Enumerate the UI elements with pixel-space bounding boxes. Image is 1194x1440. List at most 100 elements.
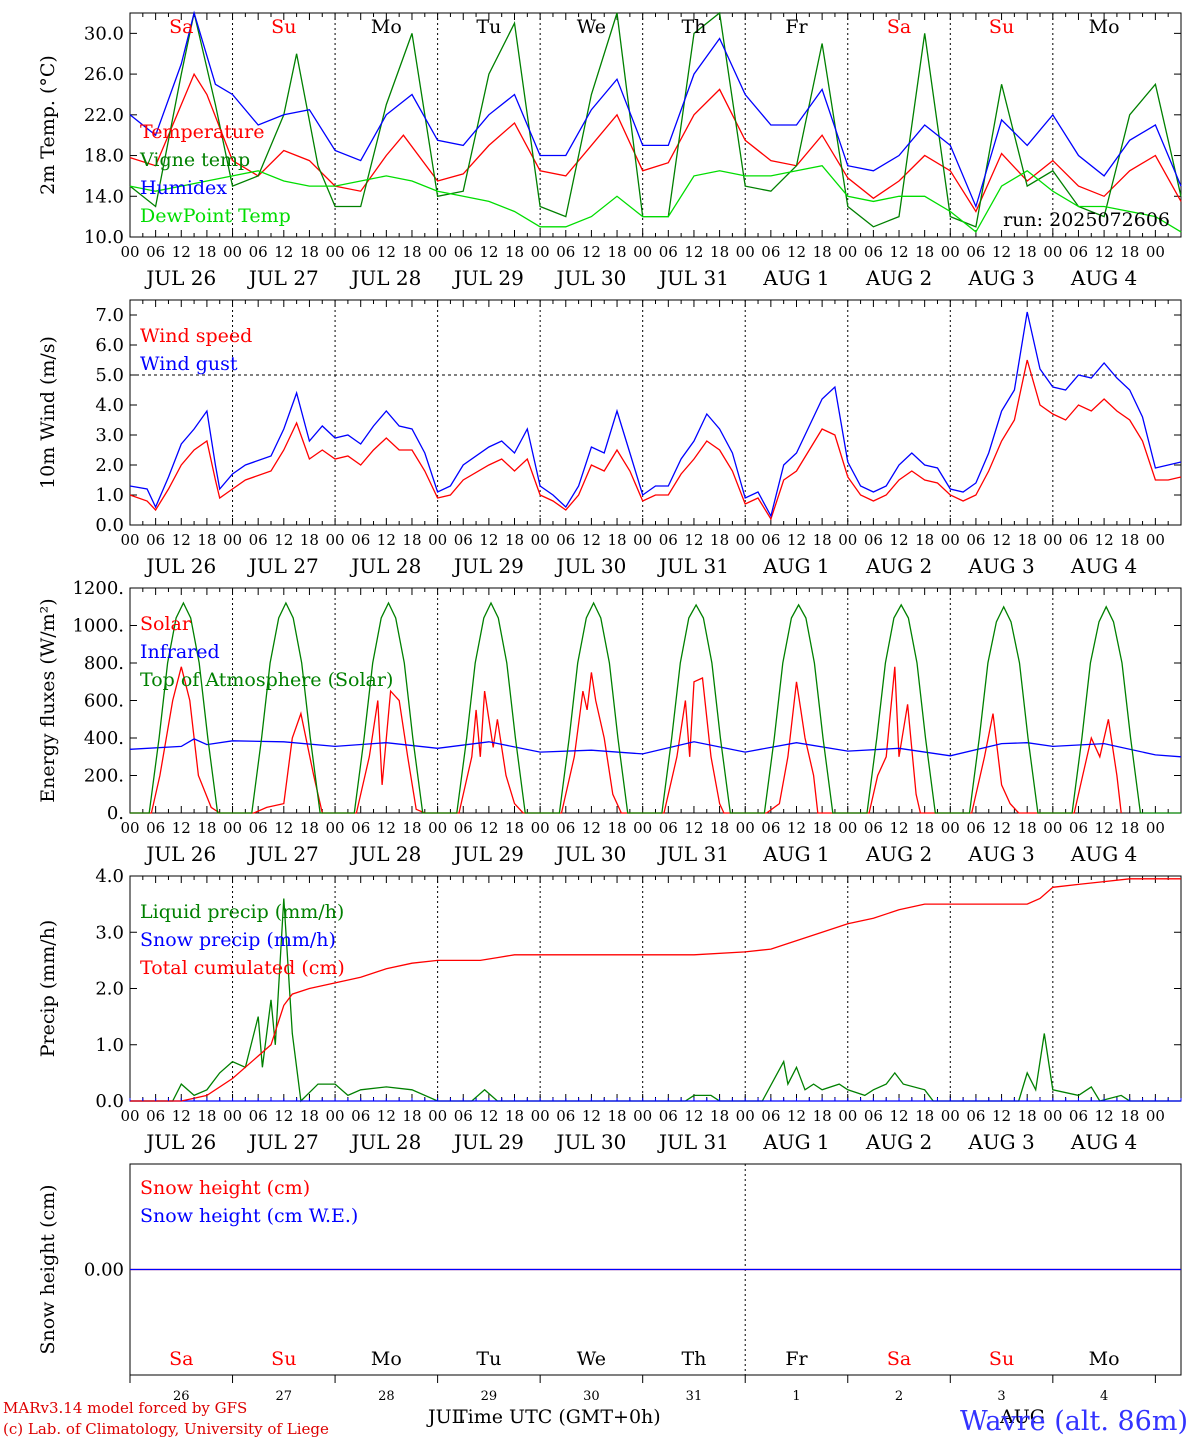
hour-label: 00 <box>428 243 447 261</box>
day-number: 26 <box>173 1389 190 1404</box>
hour-label: 18 <box>710 243 729 261</box>
hour-label: 00 <box>1043 243 1062 261</box>
hour-label: 18 <box>300 819 319 837</box>
hour-label: 06 <box>556 819 575 837</box>
date-label: AUG 3 <box>967 554 1034 578</box>
hour-label: 12 <box>889 819 908 837</box>
day-number: 4 <box>1100 1389 1108 1404</box>
hour-label: 00 <box>1146 531 1165 549</box>
date-label: JUL 30 <box>554 266 626 290</box>
hour-label: 06 <box>351 531 370 549</box>
hour-label: 00 <box>531 243 550 261</box>
hour-label: 06 <box>1069 1107 1088 1125</box>
hour-label: 00 <box>736 819 755 837</box>
panel-2 <box>129 299 1182 526</box>
hour-label: 12 <box>377 819 396 837</box>
hour-label: 00 <box>326 243 345 261</box>
hour-label: 18 <box>608 1107 627 1125</box>
y-tick-label: 5.0 <box>95 365 124 386</box>
series-line-green <box>130 898 1181 1103</box>
hour-label: 18 <box>813 1107 832 1125</box>
hour-label: 18 <box>710 819 729 837</box>
hour-label: 12 <box>889 243 908 261</box>
date-label: AUG 1 <box>762 554 829 578</box>
y-axis-label: 2m Temp. (°C) <box>37 55 59 195</box>
hour-label: 18 <box>197 531 216 549</box>
hour-label: 06 <box>966 1107 985 1125</box>
date-label: JUL 27 <box>247 1130 319 1154</box>
hour-label: 00 <box>1146 1107 1165 1125</box>
hour-label: 06 <box>659 243 678 261</box>
hour-label: 12 <box>787 819 806 837</box>
hour-label: 18 <box>1120 819 1139 837</box>
y-axis-label: Precip (mm/h) <box>37 920 59 1058</box>
day-name: Fr <box>785 16 808 38</box>
hour-label: 06 <box>966 819 985 837</box>
hour-label: 12 <box>172 243 191 261</box>
hour-label: 00 <box>326 531 345 549</box>
date-label: AUG 1 <box>762 842 829 866</box>
day-number: 29 <box>481 1389 498 1404</box>
hour-label: 12 <box>1095 1107 1114 1125</box>
hour-label: 00 <box>633 243 652 261</box>
hour-label: 12 <box>684 531 703 549</box>
date-label: JUL 26 <box>144 842 216 866</box>
y-tick-label: 2.0 <box>95 455 124 476</box>
hour-label: 12 <box>684 243 703 261</box>
hour-label: 06 <box>1069 819 1088 837</box>
hour-label: 00 <box>120 243 139 261</box>
hour-label: 18 <box>608 243 627 261</box>
series-line-blue <box>129 738 1182 758</box>
legend-entry: Infrared <box>140 641 220 663</box>
hour-label: 00 <box>326 1107 345 1125</box>
date-label: AUG 3 <box>967 842 1034 866</box>
hour-label: 18 <box>1120 1107 1139 1125</box>
date-label: JUL 27 <box>247 266 319 290</box>
hour-label: 00 <box>941 819 960 837</box>
y-tick-label: 400. <box>84 728 124 749</box>
y-tick-label: 10.0 <box>84 227 124 248</box>
date-label: JUL 28 <box>349 554 421 578</box>
date-label: JUL 29 <box>452 842 524 866</box>
hour-label: 12 <box>1095 531 1114 549</box>
date-label: JUL 27 <box>247 554 319 578</box>
hour-label: 06 <box>454 243 473 261</box>
panel-5 <box>129 1163 1182 1383</box>
day-name: Su <box>271 16 296 38</box>
y-tick-label: 0.0 <box>95 515 124 536</box>
legend-entry: Wind gust <box>140 353 238 375</box>
hour-label: 12 <box>1095 243 1114 261</box>
day-name: Tu <box>476 16 501 38</box>
day-name: Mo <box>1089 16 1120 38</box>
date-label: AUG 3 <box>967 266 1034 290</box>
legend-entry: DewPoint Temp <box>140 205 291 227</box>
time-axis-label: Time UTC (GMT+0h) <box>455 1406 661 1428</box>
hour-label: 06 <box>249 819 268 837</box>
hour-label: 12 <box>787 531 806 549</box>
day-name: Mo <box>371 1348 402 1370</box>
hour-label: 06 <box>556 1107 575 1125</box>
hour-label: 12 <box>172 1107 191 1125</box>
hour-label: 18 <box>1018 531 1037 549</box>
hour-label: 06 <box>556 531 575 549</box>
hour-label: 00 <box>223 243 242 261</box>
hour-label: 18 <box>813 819 832 837</box>
y-tick-label: 1.0 <box>95 1035 124 1056</box>
panel-1 <box>129 10 1182 238</box>
date-label: JUL 30 <box>554 1130 626 1154</box>
hour-label: 00 <box>120 1107 139 1125</box>
hour-label: 18 <box>1120 243 1139 261</box>
day-name: Mo <box>371 16 402 38</box>
y-tick-label: 800. <box>84 653 124 674</box>
date-label: AUG 4 <box>1070 554 1137 578</box>
date-label: JUL 28 <box>349 842 421 866</box>
panel-4 <box>129 875 1182 1103</box>
hour-label: 18 <box>1018 1107 1037 1125</box>
legend-entry: Solar <box>140 613 192 635</box>
legend-entry: Top of Atmosphere (Solar) <box>140 669 393 691</box>
hour-label: 06 <box>146 1107 165 1125</box>
date-label: JUL 31 <box>657 554 729 578</box>
y-tick-label: 22.0 <box>84 105 124 126</box>
date-label: JUL 28 <box>349 1130 421 1154</box>
